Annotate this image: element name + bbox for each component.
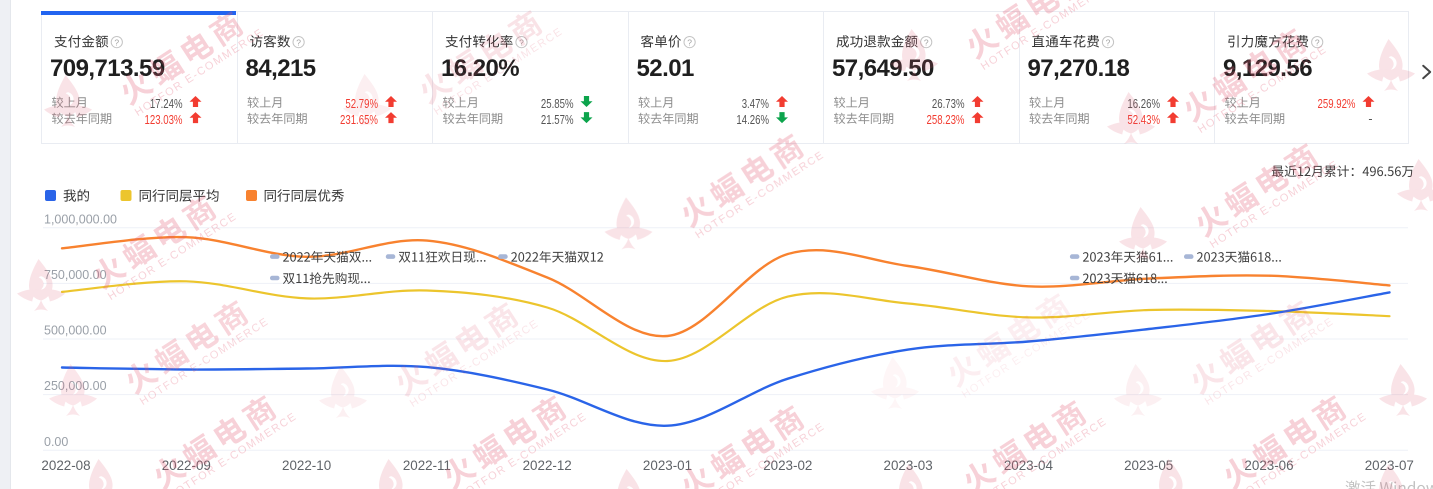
svg-text:2023-03: 2023-03: [884, 458, 933, 473]
svg-text:?: ?: [296, 37, 301, 47]
svg-text:?: ?: [1106, 37, 1111, 47]
svg-text:57,649.50: 57,649.50: [832, 55, 934, 82]
svg-text:?: ?: [1315, 37, 1320, 47]
svg-text:84,215: 84,215: [246, 55, 316, 82]
svg-text:2023-02: 2023-02: [763, 458, 812, 473]
svg-text:16.26%: 16.26%: [1127, 96, 1160, 111]
svg-text:97,270.18: 97,270.18: [1028, 55, 1130, 82]
svg-text:?: ?: [114, 37, 119, 47]
svg-text:52.79%: 52.79%: [345, 96, 378, 111]
svg-text:21.57%: 21.57%: [541, 112, 574, 127]
svg-text:2022-08: 2022-08: [41, 458, 90, 473]
svg-text:52.43%: 52.43%: [1127, 112, 1160, 127]
svg-text:-: -: [1368, 112, 1372, 126]
svg-text:123.03%: 123.03%: [145, 112, 183, 127]
svg-text:?: ?: [924, 37, 929, 47]
svg-text:709,713.59: 709,713.59: [50, 55, 165, 82]
svg-text:2023-01: 2023-01: [643, 458, 692, 473]
svg-text:2022-10: 2022-10: [282, 458, 331, 473]
svg-text:258.23%: 258.23%: [927, 112, 965, 127]
svg-text:17.24%: 17.24%: [150, 96, 183, 111]
svg-text:1,000,000.00: 1,000,000.00: [44, 212, 117, 226]
svg-text:0.00: 0.00: [44, 435, 68, 449]
svg-text:2023-07: 2023-07: [1365, 458, 1414, 473]
svg-text:2022-12: 2022-12: [523, 458, 572, 473]
svg-text:2022-11: 2022-11: [403, 458, 451, 473]
svg-text:2023-04: 2023-04: [1004, 458, 1054, 473]
svg-text:?: ?: [687, 37, 692, 47]
svg-text:250,000.00: 250,000.00: [44, 379, 107, 393]
svg-text:2023-06: 2023-06: [1244, 458, 1293, 473]
svg-text:500,000.00: 500,000.00: [44, 324, 107, 338]
svg-text:14.26%: 14.26%: [736, 112, 769, 127]
svg-text:231.65%: 231.65%: [340, 112, 378, 127]
svg-text:3.47%: 3.47%: [742, 96, 770, 111]
svg-text:26.73%: 26.73%: [932, 96, 965, 111]
svg-text:750,000.00: 750,000.00: [44, 268, 107, 282]
svg-text:259.92%: 259.92%: [1318, 96, 1356, 111]
svg-text:25.85%: 25.85%: [541, 96, 574, 111]
svg-text:52.01: 52.01: [637, 55, 695, 82]
svg-text:2023-05: 2023-05: [1124, 458, 1173, 473]
